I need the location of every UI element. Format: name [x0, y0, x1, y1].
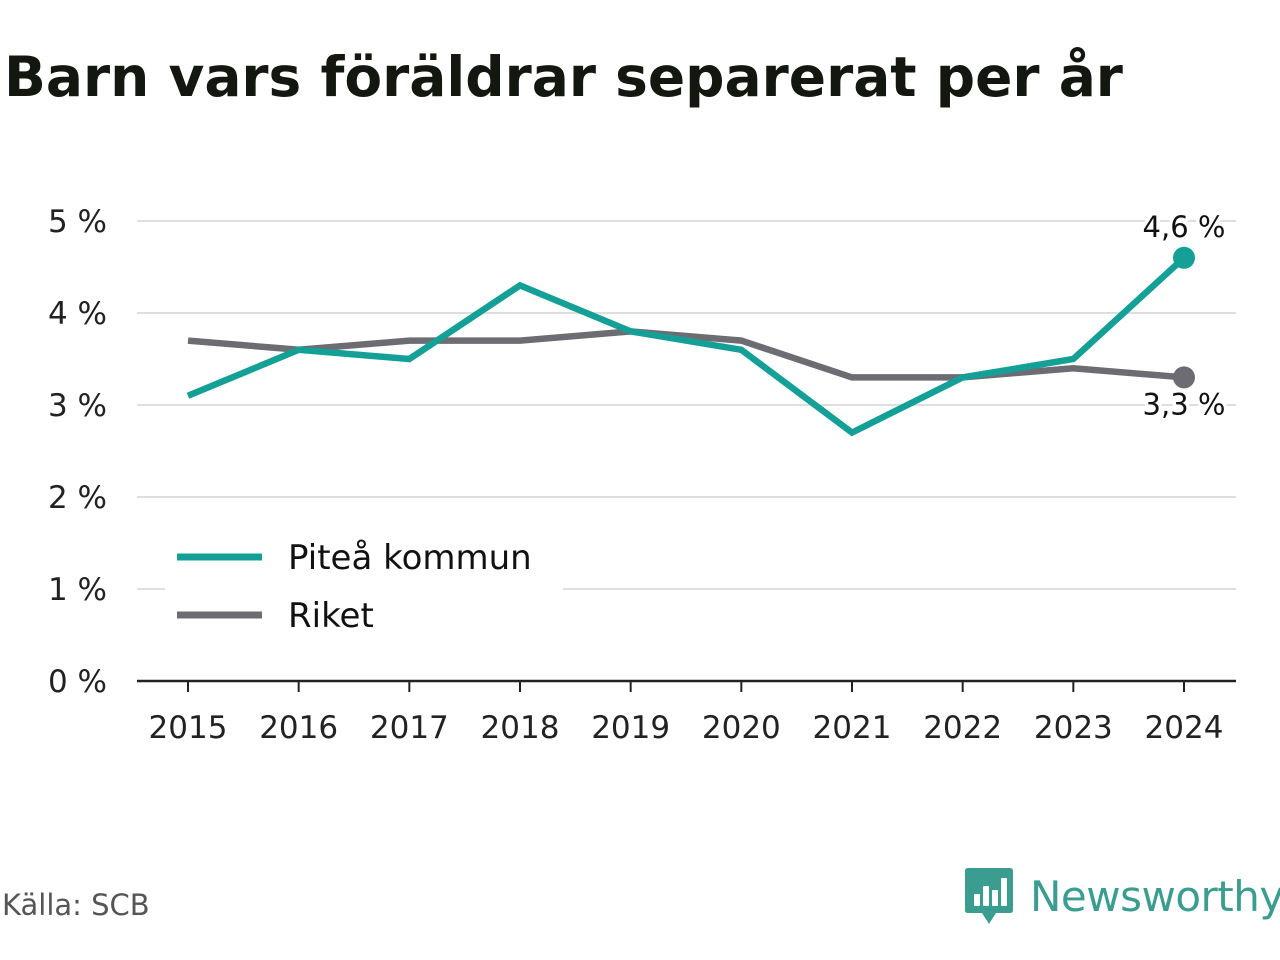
- y-tick-label: 5 %: [48, 204, 107, 240]
- x-tick-label: 2024: [1145, 710, 1224, 746]
- chart-title: Barn vars föräldrar separerat per år: [4, 45, 1123, 109]
- y-tick-label: 3 %: [48, 388, 107, 424]
- y-tick-label: 2 %: [48, 480, 107, 516]
- x-tick-label: 2019: [591, 710, 670, 746]
- x-tick-label: 2018: [481, 710, 560, 746]
- series-line: [186, 255, 1187, 437]
- legend-label: Piteå kommun: [288, 538, 532, 578]
- y-tick-label: 0 %: [48, 664, 107, 700]
- x-tick-label: 2023: [1034, 710, 1113, 746]
- x-axis: 2015 2016 2017 2018 2019 2020 2021 2022 2023 2024: [137, 679, 1236, 746]
- newsworthy-logo-icon: [965, 868, 1013, 924]
- end-value-label: 3,3 %: [1143, 387, 1226, 421]
- x-tick-label: 2022: [923, 710, 1002, 746]
- legend-background: [165, 527, 563, 645]
- legend: Piteå kommun Riket: [165, 527, 563, 645]
- x-tick-label: 2021: [813, 710, 892, 746]
- series-end-point: [1173, 366, 1195, 389]
- legend-label: Riket: [288, 596, 374, 636]
- end-value-label: 4,6 %: [1143, 210, 1226, 244]
- source-note: Källa: SCB: [2, 888, 150, 922]
- brand-name: Newsworthy: [1030, 871, 1280, 921]
- series-line: [187, 328, 1185, 381]
- x-tick-label: 2017: [370, 710, 449, 746]
- series-end-point: [1173, 246, 1195, 269]
- series-lines: 4,6 % 3,3 %: [186, 206, 1229, 437]
- x-tick-label: 2016: [259, 710, 338, 746]
- y-tick-label: 1 %: [48, 572, 107, 608]
- x-tick-label: 2020: [702, 710, 781, 746]
- y-axis-ticks: 0 % 1 % 2 % 3 % 4 % 5 %: [48, 204, 107, 700]
- y-tick-label: 4 %: [48, 296, 107, 332]
- x-tick-label: 2015: [149, 710, 228, 746]
- brand-logo: Newsworthy: [964, 864, 1280, 928]
